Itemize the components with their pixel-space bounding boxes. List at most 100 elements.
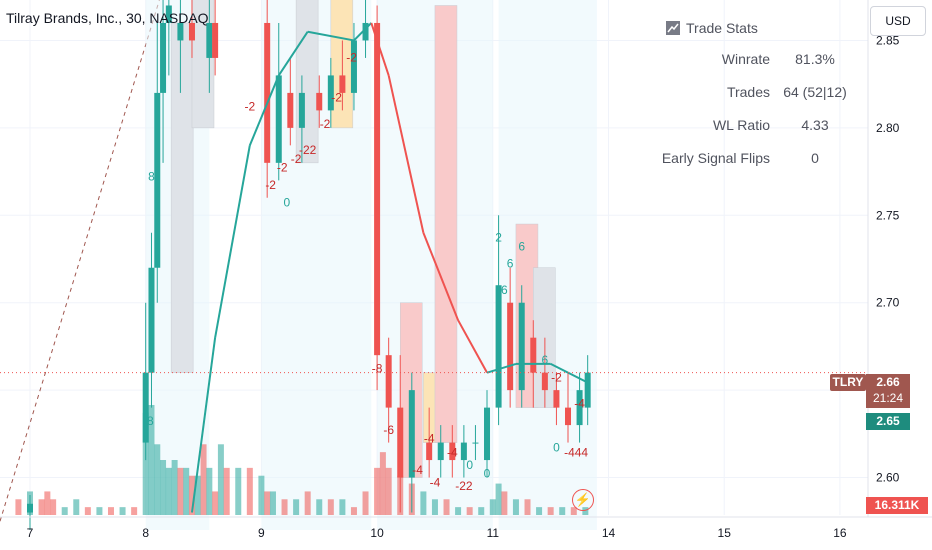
volume-bar (119, 507, 126, 515)
signal-label: 8 (148, 169, 155, 183)
volume-bar (15, 499, 22, 515)
ma-segment (370, 22, 390, 76)
volume-bar (582, 507, 589, 515)
volume-bar (235, 467, 242, 515)
volume-bar (200, 444, 207, 515)
profile-block (170, 22, 194, 373)
signal-label: 2 (495, 231, 502, 245)
ma-segment (190, 337, 217, 513)
stats-value: 64 (52|12) (783, 83, 847, 100)
volume-bar (536, 507, 543, 515)
stats-value: 4.33 (801, 116, 829, 133)
volume-bar (148, 405, 155, 515)
time-tick-label: 14 (602, 526, 616, 540)
stats-label: Winrate (721, 50, 770, 67)
ma-segment (457, 319, 488, 374)
stats-value: 81.3% (795, 50, 835, 67)
candle-body (374, 22, 381, 356)
volume-bar (478, 507, 485, 515)
moving-average-line (0, 22, 868, 513)
signal-label: -444 (564, 446, 588, 460)
volume-tag: 16.311K (866, 497, 928, 514)
candle-body (327, 75, 334, 111)
candle-body (472, 442, 479, 444)
stats-label: Early Signal Flips (661, 149, 770, 166)
volume-bar (96, 507, 103, 515)
signal-label: -22 (299, 143, 317, 157)
price-axis: 2.602.652.702.752.802.85 (867, 0, 900, 517)
signal-label: -4 (430, 475, 441, 489)
time-axis: 7 8 9 10 11 14 15 16 (0, 516, 932, 540)
volume-bar (269, 491, 276, 515)
candle-body (530, 337, 537, 373)
last-price: 2.66 (876, 375, 900, 389)
volume-bar (379, 452, 386, 515)
signal-label: -2 (291, 152, 302, 166)
volume-bar (84, 507, 91, 515)
volume-bar (455, 507, 462, 515)
currency-button[interactable]: USD (870, 6, 926, 36)
candle-body (188, 22, 195, 41)
candle-body (518, 302, 525, 391)
ma-segment (248, 75, 280, 146)
volume-bar (217, 444, 224, 515)
price-tick-label: 2.80 (876, 121, 900, 135)
trade-stats-header: Trade Stats (666, 14, 850, 42)
signal-label: -2 (331, 91, 342, 105)
profile-block (434, 5, 458, 443)
trade-stats-panel: Trade Stats Winrate 81.3% Trades 64 (52|… (640, 14, 850, 174)
candle-body (449, 442, 456, 461)
time-tick-label: 9 (258, 526, 265, 540)
volume-bar (142, 412, 149, 515)
volume-bar (264, 491, 271, 515)
signal-label: -4 (424, 432, 435, 446)
volume-bar (385, 467, 392, 515)
volume-bar (183, 467, 190, 515)
trade-stats-title: Trade Stats (686, 20, 758, 36)
candle-body (206, 22, 213, 58)
chart-stats-icon (666, 21, 680, 35)
volume-bar (73, 499, 80, 515)
volume-bar (154, 444, 161, 515)
signal-label: -2 (265, 178, 276, 192)
candle-body (316, 92, 323, 111)
candle-body (339, 75, 346, 93)
candle-body (408, 390, 415, 478)
candle-body (426, 442, 433, 461)
profile-block (295, 0, 319, 164)
ticker-tag: TLRY (830, 374, 866, 391)
signal-labels: 888-2-20-2-2-22-2-2-2-8-6-4-4-4-4-220066… (147, 50, 588, 492)
candle-body (385, 355, 392, 408)
stats-label: Trades (726, 83, 770, 100)
price-tick-label: 2.60 (876, 471, 900, 485)
volume-bar (194, 475, 201, 515)
signal-label: -8 (372, 362, 383, 376)
signal-label: 0 (484, 467, 491, 481)
volume-bar (559, 507, 566, 515)
signal-label: -2 (277, 161, 288, 175)
time-tick-label: 15 (718, 526, 732, 540)
volume-bar (350, 507, 357, 515)
candle-body (397, 407, 404, 478)
signal-label: -2 (320, 117, 331, 131)
ma-segment (307, 30, 355, 42)
candle-body (350, 40, 357, 93)
volume-bar (524, 499, 531, 515)
volume-bar (374, 467, 381, 515)
volume-bar (327, 499, 334, 515)
volume-bar (570, 507, 577, 515)
flash-icon[interactable]: ⚡ (572, 489, 594, 511)
candle-body (165, 5, 172, 23)
signal-label: -2 (551, 370, 562, 384)
signal-label: 6 (501, 283, 508, 297)
volume-bar (362, 491, 369, 515)
candle-body (287, 92, 294, 128)
stats-row-early-flips: Early Signal Flips 0 (640, 141, 850, 174)
volume-bar (466, 507, 473, 515)
volume-bar (495, 483, 502, 515)
ma-segment (387, 75, 425, 233)
volume-bar (177, 467, 184, 515)
volume-bar (293, 499, 300, 515)
candle-body (553, 390, 560, 408)
